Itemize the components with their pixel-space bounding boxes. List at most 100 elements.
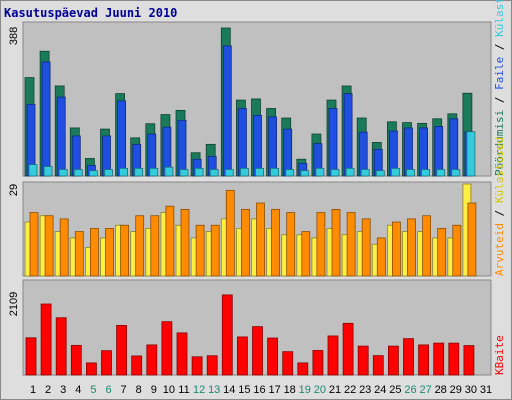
bar-Faile-day-7	[117, 100, 126, 177]
legend-middle-item-1: /	[493, 210, 506, 223]
bar-KBaite-day-15	[236, 336, 248, 376]
x-tick-label-18: 18	[284, 384, 296, 396]
bar-Arvuteid-day-13	[210, 224, 220, 277]
bar-KBaite-day-1	[25, 337, 37, 376]
bar-Külastajaid-day-15	[239, 167, 249, 177]
y-max-label-bottom: 2109	[8, 292, 20, 316]
x-tick-label-6: 6	[105, 384, 111, 396]
x-tick-label-29: 29	[450, 384, 462, 396]
x-tick-label-14: 14	[223, 384, 235, 396]
bar-Arvuteid-day-8	[135, 215, 145, 277]
bar-Arvuteid-day-7	[120, 224, 129, 277]
bar-Külastajaid-day-2	[43, 166, 53, 177]
bar-Arvuteid-day-6	[105, 228, 114, 277]
bar-Arvuteid-day-24	[376, 237, 386, 277]
bar-Külastajaid-day-4	[73, 169, 83, 177]
y-max-label-top: 388	[8, 27, 20, 45]
x-tick-label-26: 26	[404, 384, 416, 396]
bar-Faile-day-18	[283, 128, 293, 177]
bar-KBaite-day-9	[146, 344, 158, 376]
bar-KBaite-day-8	[131, 355, 143, 376]
bar-Arvuteid-day-20	[316, 212, 326, 277]
bar-Faile-day-3	[56, 96, 66, 177]
x-tick-label-19: 19	[299, 384, 311, 396]
bar-Külastajaid-day-26	[406, 169, 415, 177]
bar-Külastajaid-day-21	[330, 169, 340, 177]
bar-Külastajaid-day-19	[300, 170, 310, 177]
bar-Külastajaid-day-29	[451, 169, 461, 177]
bar-Külastajaid-day-8	[134, 167, 144, 177]
bar-Faile-day-14	[222, 45, 232, 177]
bar-Külastajaid-day-13	[209, 169, 219, 177]
bar-Külastajaid-day-14	[224, 169, 234, 177]
bar-KBaite-day-14	[221, 294, 233, 376]
bar-Arvuteid-day-27	[422, 215, 432, 277]
bar-Arvuteid-day-4	[74, 231, 84, 277]
chart-title: Kasutuspäevad Juuni 2010	[4, 6, 178, 20]
bar-KBaite-day-3	[55, 317, 67, 376]
bar-Arvuteid-day-10	[165, 205, 175, 277]
bar-Külastajaid-day-20	[315, 167, 325, 177]
bar-KBaite-day-28	[433, 342, 445, 376]
bar-KBaite-day-26	[403, 338, 414, 376]
x-tick-label-4: 4	[75, 384, 81, 396]
bar-Külastajaid-day-7	[119, 167, 128, 177]
bar-Faile-day-17	[268, 116, 278, 177]
legend-middle: Arvuteid / Külastused	[493, 137, 506, 276]
bar-KBaite-day-5	[86, 362, 97, 376]
bar-Faile-day-29	[449, 118, 459, 177]
bar-Arvuteid-day-14	[225, 189, 235, 277]
bar-KBaite-day-21	[327, 335, 339, 376]
bar-Külastajaid-day-10	[164, 166, 174, 177]
bar-Arvuteid-day-15	[240, 208, 250, 277]
bar-Arvuteid-day-12	[195, 224, 205, 277]
bar-KBaite-day-13	[206, 355, 218, 376]
bar-Arvuteid-day-17	[271, 208, 281, 277]
bar-Külastajaid-day-3	[58, 169, 68, 177]
x-tick-label-8: 8	[136, 384, 142, 396]
bar-Arvuteid-day-23	[361, 218, 371, 277]
bar-Arvuteid-day-3	[59, 218, 69, 277]
bar-Külastajaid-day-11	[179, 169, 189, 177]
legend-bottom-item-0: KBaite	[493, 335, 506, 375]
bar-KBaite-day-24	[372, 355, 384, 376]
bar-Külastajaid-day-12	[194, 167, 204, 177]
bar-Faile-day-22	[343, 93, 353, 177]
x-tick-label-12: 12	[193, 384, 205, 396]
x-tick-label-1: 1	[30, 384, 36, 396]
x-tick-label-13: 13	[208, 384, 220, 396]
bar-Külastajaid-day-24	[375, 170, 385, 177]
legend-top-item-3: /	[493, 44, 506, 57]
bar-Külastajaid-day-18	[285, 169, 295, 177]
x-tick-label-28: 28	[435, 384, 447, 396]
x-tick-label-25: 25	[389, 384, 401, 396]
x-tick-label-23: 23	[359, 384, 371, 396]
x-tick-label-22: 22	[344, 384, 356, 396]
x-tick-label-24: 24	[374, 384, 386, 396]
legend-top: Pöördumisi / Faile / Külastajaid	[493, 0, 506, 176]
bar-Külastajaid-day-22	[345, 167, 355, 177]
bar-Arvuteid-day-1	[29, 212, 39, 277]
x-tick-label-7: 7	[121, 384, 127, 396]
bar-KBaite-day-11	[176, 332, 188, 376]
bar-KBaite-day-25	[387, 345, 399, 376]
legend-bottom: KBaite	[493, 335, 506, 375]
y-max-label-middle: 29	[8, 184, 20, 196]
x-tick-label-2: 2	[45, 384, 51, 396]
bar-Külastajaid-day-5	[89, 170, 98, 177]
x-tick-label-5: 5	[90, 384, 96, 396]
bar-Külastajaid-day-27	[421, 169, 431, 177]
bar-KBaite-day-18	[282, 351, 294, 376]
bar-Arvuteid-day-5	[90, 228, 99, 277]
bar-Arvuteid-day-18	[286, 212, 296, 277]
x-tick-label-15: 15	[238, 384, 250, 396]
bar-KBaite-day-12	[191, 356, 203, 376]
bar-Külastajaid-day-23	[360, 169, 370, 177]
x-tick-label-9: 9	[151, 384, 157, 396]
legend-middle-item-2: Külastused	[493, 137, 506, 210]
bar-Faile-day-2	[41, 61, 51, 177]
bar-Faile-day-21	[328, 108, 338, 177]
bar-Faile-day-11	[177, 119, 187, 177]
bar-KBaite-day-2	[40, 303, 52, 376]
